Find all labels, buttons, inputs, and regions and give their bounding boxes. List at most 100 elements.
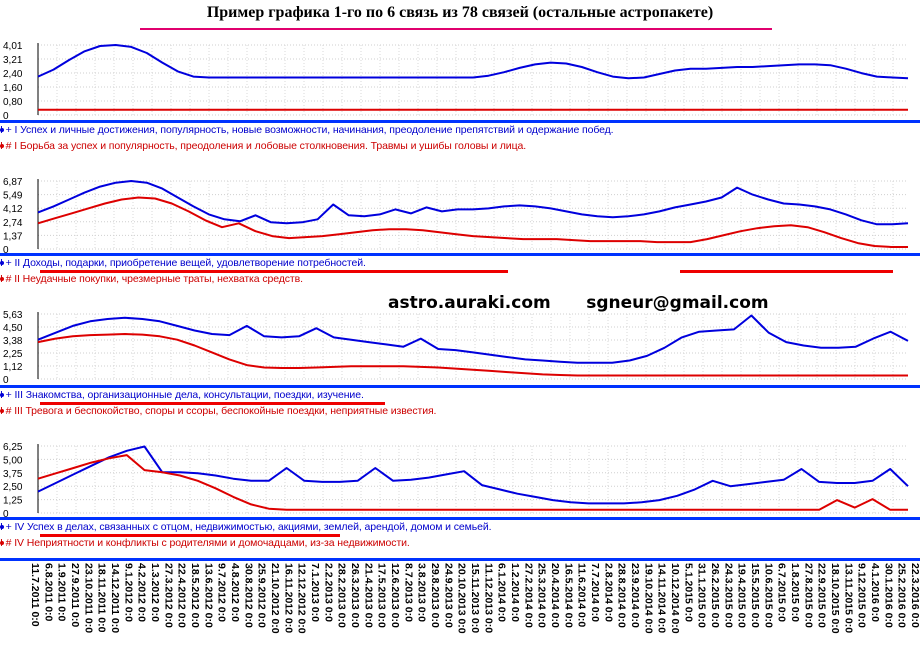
x-tick-label: 18.10.2015 0:0 [829,563,841,634]
x-tick-label: 14.12.2011 0:0 [109,563,121,633]
legend-1-positive: I + I Успех и личные достижения, популяр… [0,124,614,136]
y-tick-label: 4,50 [3,323,23,334]
x-tick-label: 1.3.2012 0:0 [149,563,161,622]
x-tick-label: 20.10.2013 0:0 [456,563,468,634]
x-tick-label: 27.9.2011 0:0 [69,563,81,627]
x-tick-label: 23.10.2011 0:0 [82,563,94,633]
series-line-negative [37,196,908,248]
x-tick-label: 18.5.2012 0:0 [189,563,201,628]
x-tick-label: 24.9.2013 0:0 [442,563,454,628]
x-tick-label: 24.3.2015 0:0 [722,563,734,628]
y-tick-label: 6,87 [3,177,23,188]
x-tick-label: 13.6.2012 0:0 [202,563,214,628]
x-tick-label: 4.8.2012 0:0 [229,563,241,622]
x-tick-label: 2.8.2014 0:0 [602,563,614,622]
y-tick-label: 2,40 [3,69,23,80]
legend-3-negative: I # III Тревога и беспокойство, споры и … [0,405,437,417]
y-tick-label: 4,01 [3,41,23,52]
x-tick-label: 22.4.2012 0:0 [176,563,188,628]
legend-bullet-positive [0,261,4,265]
watermark: astro.auraki.com sgneur@gmail.com [388,293,769,313]
x-tick-label: 19.10.2014 0:0 [642,563,654,634]
legend-2-positive: I + II Доходы, подарки, приобретение вещ… [0,257,366,269]
x-tick-label: 21.10.2012 0:0 [269,563,281,634]
date-axis-separator [0,558,920,561]
y-tick-label: 4,12 [3,204,23,215]
x-tick-label: 22.3.2016 0:0 [909,563,920,628]
x-tick-label: 17.5.2013 0:0 [376,563,388,628]
x-tick-label: 4.1.2016 0:0 [869,563,881,622]
x-tick-label: 28.8.2014 0:0 [616,563,628,628]
x-tick-label: 19.4.2015 0:0 [736,563,748,628]
x-tick-label: 26.2.2015 0:0 [709,563,721,628]
series-line-positive [37,180,909,226]
x-tick-label: 12.6.2013 0:0 [389,563,401,628]
x-tick-label: 10.6.2015 0:0 [762,563,774,628]
y-tick-label: 0,80 [3,97,23,108]
panel-separator [0,120,920,123]
x-tick-label: 6.1.2014 0:0 [496,563,508,622]
x-tick-label: 7.7.2014 0:0 [589,563,601,622]
panel-separator [0,385,920,388]
series-line-positive [37,314,909,364]
x-tick-label: 12.12.2012 0:0 [296,563,308,634]
x-tick-label: 27.3.2012 0:0 [162,563,174,628]
y-tick-label: 6,25 [3,442,23,453]
series-line-positive [37,445,909,505]
legend-bullet-positive [0,393,4,397]
x-tick-label: 25.3.2014 0:0 [536,563,548,628]
y-tick-label: 0 [3,245,9,256]
x-tick-label: 25.2.2016 0:0 [896,563,908,628]
x-tick-label: 6.8.2011 0:0 [42,563,54,622]
panel-separator [0,253,920,256]
y-tick-label: 3,21 [3,55,23,66]
x-tick-label: 16.11.2012 0:0 [282,563,294,633]
x-tick-label: 25.9.2012 0:0 [256,563,268,628]
y-tick-label: 2,25 [3,349,23,360]
y-tick-label: 1,12 [3,362,23,373]
x-tick-label: 21.4.2013 0:0 [362,563,374,628]
legend-1-negative: I # I Борьба за успех и популярность, пр… [0,140,527,152]
legend-4-negative: I # IV Неприятности и конфликты с родите… [0,537,410,549]
x-tick-label: 8.7.2013 0:0 [402,563,414,622]
x-tick-label: 22.9.2015 0:0 [816,563,828,628]
x-tick-label: 11.6.2014 0:0 [576,563,588,627]
x-tick-label: 18.11.2011 0:0 [96,563,108,633]
y-tick-label: 2,74 [3,218,23,229]
y-tick-label: 3,75 [3,469,23,480]
x-tick-label: 16.5.2014 0:0 [562,563,574,628]
y-tick-label: 1,37 [3,231,23,242]
legend-bullet-positive [0,525,4,529]
legend-highlight-underline [680,270,893,273]
x-tick-label: 31.1.2015 0:0 [696,563,708,628]
series-line-negative [37,454,908,511]
legend-highlight-underline [40,402,385,405]
chart-title: Пример графика 1-го по 6 связь из 78 свя… [206,4,714,21]
x-tick-label: 30.1.2016 0:0 [882,563,894,628]
title-underline [140,28,772,30]
x-tick-label: 1.9.2011 0:0 [56,563,68,622]
x-tick-label: 1.2.2014 0:0 [509,563,521,622]
x-tick-label: 20.4.2014 0:0 [549,563,561,628]
x-tick-label: 15.11.2013 0:0 [469,563,481,633]
y-tick-label: 5,00 [3,455,23,466]
x-tick-label: 3.8.2013 0:0 [416,563,428,622]
x-tick-label: 5.1.2015 0:0 [682,563,694,622]
x-tick-label: 11.7.2011 0:0 [29,563,41,627]
y-tick-label: 1,60 [3,83,23,94]
legend-4-positive: I + IV Успех в делах, связанных с отцом,… [0,521,492,533]
x-tick-label: 10.12.2014 0:0 [669,563,681,634]
y-tick-label: 5,49 [3,191,23,202]
legend-2-negative: I # II Неудачные покупки, чрезмерные тра… [0,273,303,285]
series-line-positive [37,44,909,80]
x-tick-label: 9.7.2012 0:0 [216,563,228,622]
legend-3-positive: I + III Знакомства, организационные дела… [0,389,364,401]
series-line-negative [37,333,908,377]
x-tick-label: 27.8.2015 0:0 [802,563,814,628]
watermark-site: astro.auraki.com [388,293,551,313]
x-tick-label: 28.2.2013 0:0 [336,563,348,628]
y-tick-label: 0 [3,509,9,520]
y-tick-label: 0 [3,111,9,122]
legend-bullet-negative [0,409,4,413]
